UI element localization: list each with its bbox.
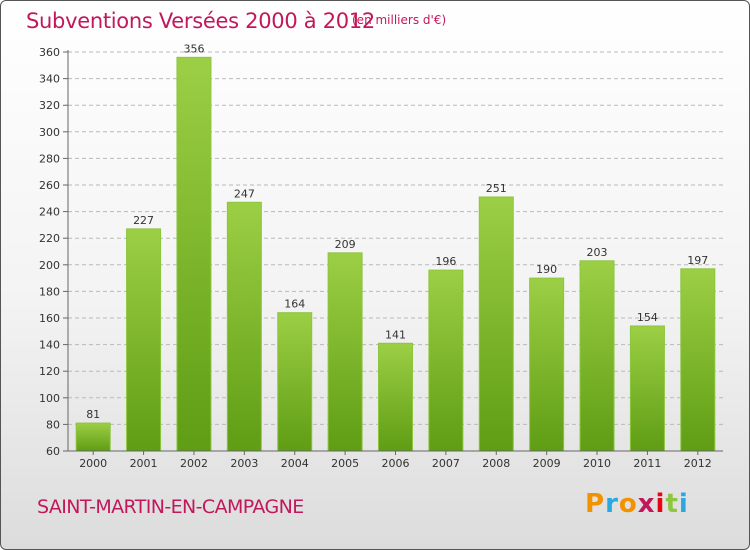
x-tick-label: 2005 — [331, 457, 359, 470]
logo-letter: i — [678, 489, 689, 519]
y-tick-label: 60 — [46, 445, 60, 458]
x-tick-label: 2010 — [583, 457, 611, 470]
y-tick-label: 200 — [39, 259, 60, 272]
y-tick-label: 180 — [39, 285, 60, 298]
y-tick-label: 360 — [39, 46, 60, 59]
x-tick-label: 2001 — [130, 457, 158, 470]
bar — [75, 422, 111, 452]
bar-value-label: 81 — [86, 408, 100, 421]
x-tick-label: 2012 — [684, 457, 712, 470]
bar-value-label: 154 — [637, 311, 658, 324]
x-tick-label: 2009 — [533, 457, 561, 470]
bar-value-label: 251 — [486, 182, 507, 195]
chart-subtitle: (en milliers d'€) — [352, 13, 447, 27]
labels: 60 80 100 120 140 160 180 200 220 240 260 280 300 320… — [39, 42, 712, 470]
y-tick-label: 80 — [46, 418, 60, 431]
logo-letter: o — [618, 489, 638, 519]
bars — [75, 56, 716, 452]
bar — [680, 268, 716, 452]
bar-value-label: 141 — [385, 328, 406, 341]
x-tick-label: 2004 — [281, 457, 309, 470]
bar — [629, 325, 665, 452]
bar — [226, 201, 262, 452]
bar-value-label: 197 — [687, 254, 708, 267]
bar-value-label: 164 — [284, 298, 305, 311]
bar-value-label: 247 — [234, 187, 255, 200]
bar — [579, 260, 615, 452]
y-tick-label: 140 — [39, 339, 60, 352]
bar — [327, 252, 363, 452]
y-tick-label: 120 — [39, 365, 60, 378]
x-tick-label: 2000 — [79, 457, 107, 470]
y-tick-label: 100 — [39, 392, 60, 405]
y-tick-label: 160 — [39, 312, 60, 325]
y-tick-label: 300 — [39, 126, 60, 139]
y-tick-label: 260 — [39, 179, 60, 192]
bar-value-label: 203 — [587, 246, 608, 259]
logo-letter: x — [637, 489, 656, 519]
y-tick-label: 240 — [39, 206, 60, 219]
proxiti-logo: Proxiti — [585, 489, 689, 519]
bar — [126, 228, 162, 452]
bar — [529, 277, 565, 452]
x-tick-label: 2002 — [180, 457, 208, 470]
x-tick-label: 2011 — [633, 457, 661, 470]
bar-value-label: 227 — [133, 214, 154, 227]
logo-letter: t — [665, 489, 679, 519]
logo-letter: P — [585, 489, 606, 519]
bar — [378, 342, 413, 452]
x-tick-label: 2003 — [230, 457, 258, 470]
chart-title: Subventions Versées 2000 à 2012 — [26, 9, 375, 33]
bar — [176, 56, 212, 452]
x-tick-label: 2006 — [382, 457, 410, 470]
y-tick-label: 320 — [39, 99, 60, 112]
commune-name: SAINT-MARTIN-EN-CAMPAGNE — [37, 496, 304, 518]
logo-letter: r — [605, 489, 619, 519]
x-tick-label: 2008 — [482, 457, 510, 470]
y-tick-label: 340 — [39, 73, 60, 86]
bar — [428, 269, 464, 452]
y-tick-label: 220 — [39, 232, 60, 245]
bar-value-label: 209 — [335, 238, 356, 251]
bar — [478, 196, 514, 452]
x-tick-label: 2007 — [432, 457, 460, 470]
y-tick-label: 280 — [39, 152, 60, 165]
logo-letter: i — [655, 489, 666, 519]
bar-value-label: 356 — [183, 42, 204, 55]
bar-value-label: 196 — [435, 255, 456, 268]
bar — [277, 312, 313, 452]
bar-value-label: 190 — [536, 263, 557, 276]
axes — [63, 50, 723, 455]
